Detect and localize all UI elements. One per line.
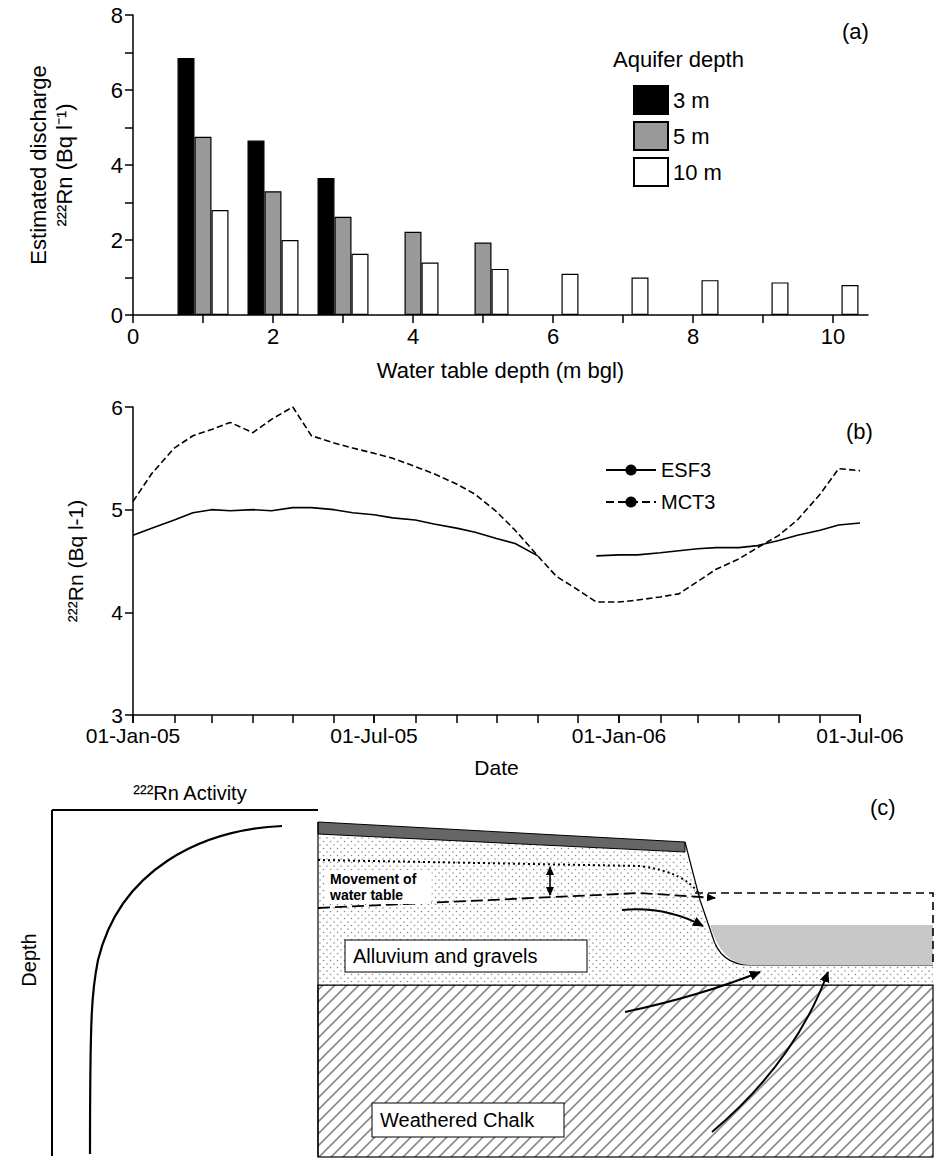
svg-text:(b): (b) xyxy=(846,419,873,444)
svg-text:Movement of: Movement of xyxy=(330,871,417,887)
svg-text:3: 3 xyxy=(111,703,123,727)
svg-text:Date: Date xyxy=(474,756,518,779)
svg-text:Alluvium and gravels: Alluvium and gravels xyxy=(353,945,538,967)
svg-text:(a): (a) xyxy=(842,19,869,44)
svg-text:²²²Rn (Bq l-1): ²²²Rn (Bq l-1) xyxy=(64,500,87,623)
svg-text:ESF3: ESF3 xyxy=(661,459,711,481)
svg-text:01-Jan-05: 01-Jan-05 xyxy=(86,724,181,747)
svg-text:2: 2 xyxy=(267,324,279,349)
svg-text:4: 4 xyxy=(111,601,123,624)
svg-text:²²²Rn Activity: ²²²Rn Activity xyxy=(133,782,246,804)
svg-text:water table: water table xyxy=(329,887,403,903)
svg-text:10 m: 10 m xyxy=(673,160,722,185)
svg-text:6: 6 xyxy=(111,396,123,419)
svg-text:(c): (c) xyxy=(870,795,896,820)
svg-text:Water table depth (m bgl): Water table depth (m bgl) xyxy=(377,358,624,383)
svg-text:5: 5 xyxy=(111,498,123,521)
svg-text:4: 4 xyxy=(111,153,123,178)
svg-text:2: 2 xyxy=(111,228,123,253)
svg-text:4: 4 xyxy=(407,324,419,349)
svg-text:3 m: 3 m xyxy=(673,88,710,113)
svg-text:01-Jan-06: 01-Jan-06 xyxy=(572,724,667,747)
svg-text:6: 6 xyxy=(547,324,559,349)
svg-text:8: 8 xyxy=(687,324,699,349)
svg-text:MCT3: MCT3 xyxy=(661,491,715,513)
svg-text:6: 6 xyxy=(111,78,123,103)
svg-text:8: 8 xyxy=(111,3,123,28)
svg-text:0: 0 xyxy=(111,303,123,328)
svg-text:0: 0 xyxy=(127,324,139,349)
svg-text:Depth: Depth xyxy=(18,933,40,986)
svg-text:10: 10 xyxy=(821,324,845,349)
svg-text:01-Jul-05: 01-Jul-05 xyxy=(330,724,418,747)
svg-text:Aquifer depth: Aquifer depth xyxy=(613,47,744,72)
svg-text:01-Jul-06: 01-Jul-06 xyxy=(816,724,904,747)
svg-text:5 m: 5 m xyxy=(673,124,710,149)
svg-text:²²²Rn (Bq l⁻¹): ²²²Rn (Bq l⁻¹) xyxy=(52,103,77,226)
svg-text:Estimated discharge: Estimated discharge xyxy=(26,65,51,264)
svg-text:Weathered Chalk: Weathered Chalk xyxy=(380,1109,535,1131)
